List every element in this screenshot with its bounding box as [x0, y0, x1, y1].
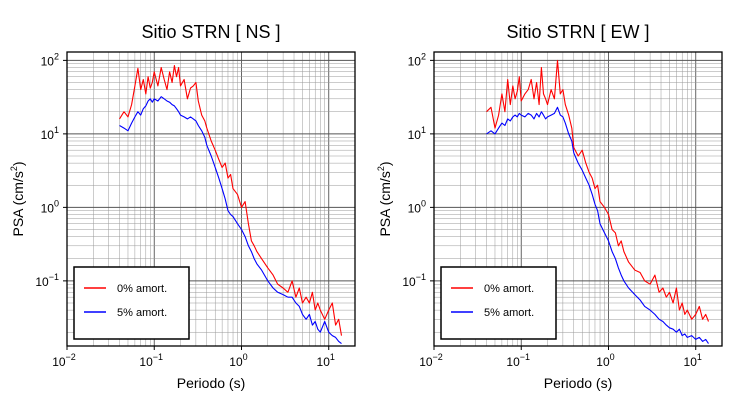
chart-2-ytick-label: 10−1 — [402, 272, 426, 289]
chart-1-ytick-label: 100 — [41, 198, 59, 215]
chart-2-series-group — [486, 59, 710, 344]
chart-2-xlabel: Periodo (s) — [544, 375, 612, 391]
chart-2-ytick-label: 102 — [408, 51, 426, 68]
chart-1-title: Sitio STRN [ NS ] — [141, 22, 280, 42]
chart-2-legend-box — [440, 266, 557, 340]
chart-1-ytick-label: 102 — [41, 51, 59, 68]
chart-1-xtick-label: 101 — [317, 352, 335, 369]
chart-1-ylabel: PSA (cm/s2) — [9, 161, 26, 236]
chart-1-xlabel: Periodo (s) — [177, 375, 245, 391]
chart-1-xtick-label: 10−2 — [52, 352, 76, 369]
chart-1-series-1-line — [119, 65, 343, 336]
chart-1-ytick-label: 10−1 — [35, 272, 59, 289]
chart-1-legend: 0% amort. 5% amort. — [73, 266, 190, 340]
chart-2-ytick-label: 100 — [408, 198, 426, 215]
chart-2-xtick-label: 101 — [684, 352, 702, 369]
chart-2-grid — [434, 52, 722, 346]
chart-2-legend-label-2: 5% amort. — [484, 307, 534, 319]
chart-1-series-group — [119, 65, 343, 345]
chart-2-frame — [433, 51, 723, 347]
chart-2-xtick-label: 100 — [596, 352, 614, 369]
chart-2-legend-label-1: 0% amort. — [484, 283, 534, 295]
chart-1-panel: 10−2 10−1 100 101 10−1 100 101 102 Sitio STRN [ … — [9, 22, 356, 391]
chart-2-xtick-label: 10−2 — [419, 352, 443, 369]
chart-1-grid — [67, 52, 355, 346]
chart-2-ytick-label: 101 — [408, 125, 426, 142]
chart-2-xtick-label: 10−1 — [506, 352, 530, 369]
chart-2-title: Sitio STRN [ EW ] — [506, 22, 649, 42]
chart-1-series-2-line — [119, 96, 342, 345]
chart-1-ytick-label: 101 — [41, 125, 59, 142]
chart-1-xtick-label: 100 — [229, 352, 247, 369]
chart-1-xtick-label: 10−1 — [139, 352, 163, 369]
chart-2-series-2-line — [486, 106, 709, 344]
chart-2-series-1-line — [486, 59, 710, 322]
chart-2-legend: 0% amort. 5% amort. — [440, 266, 557, 340]
chart-1-frame — [66, 51, 356, 347]
chart-2-panel: 10−2 10−1 100 101 10−1 100 101 102 Sitio STRN [ … — [376, 22, 723, 391]
chart-2-ylabel: PSA (cm/s2) — [376, 161, 393, 236]
chart-1-legend-box — [73, 266, 190, 340]
chart-1-legend-label-2: 5% amort. — [117, 307, 167, 319]
chart-1-legend-label-1: 0% amort. — [117, 283, 167, 295]
